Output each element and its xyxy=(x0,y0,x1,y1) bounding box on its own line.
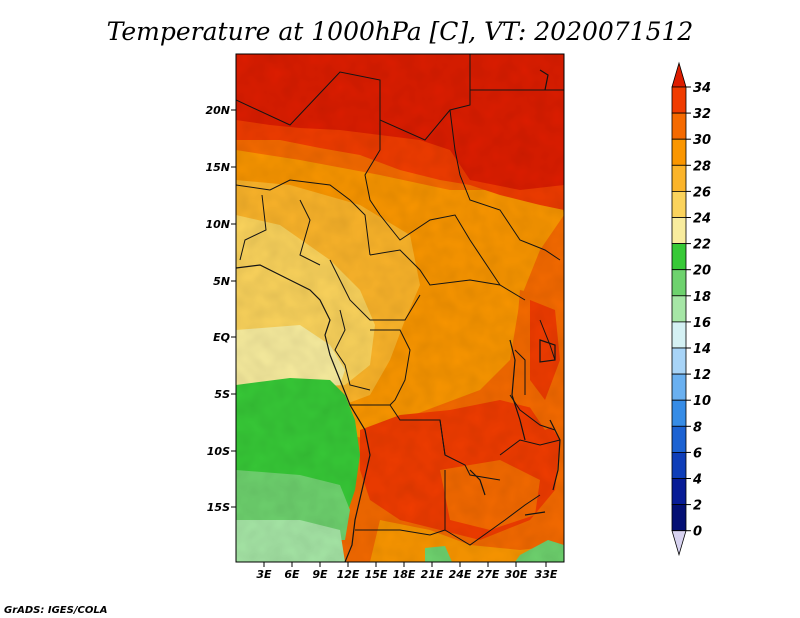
lon-label: 6E xyxy=(284,568,300,581)
latitude-axis: 20N 15N 10N 5N EQ 5S 10S 15S xyxy=(205,104,236,514)
colorbar-swatch xyxy=(671,347,687,375)
longitude-axis: 3E 6E 9E 12E 15E 18E 21E 24E 27E 30E 33E xyxy=(256,562,558,581)
temperature-field xyxy=(236,54,564,562)
colorbar-label: 2 xyxy=(693,499,702,514)
lon-label: 15E xyxy=(365,568,388,581)
lat-label: 20N xyxy=(205,104,230,117)
lon-label: 12E xyxy=(337,568,360,581)
colorbar-swatch xyxy=(671,399,687,427)
colorbar-label: 22 xyxy=(693,238,711,253)
lat-label: 5N xyxy=(213,275,230,288)
lon-label: 9E xyxy=(312,568,328,581)
colorbar-label: 24 xyxy=(693,212,711,227)
colorbar-label: 32 xyxy=(693,107,711,122)
lon-label: 18E xyxy=(393,568,416,581)
colorbar-label: 16 xyxy=(693,316,711,331)
lon-label: 3E xyxy=(256,568,272,581)
lat-label: 15N xyxy=(205,161,230,174)
colorbar-label: 4 xyxy=(692,473,702,488)
colorbar-label: 0 xyxy=(693,525,702,540)
colorbar-swatch xyxy=(671,269,687,297)
lat-label: 5S xyxy=(214,388,230,401)
colorbar-swatch xyxy=(671,478,687,506)
colorbar-swatch xyxy=(671,190,687,218)
colorbar-label: 12 xyxy=(693,368,711,383)
lon-label: 33E xyxy=(535,568,558,581)
lat-label: 15S xyxy=(207,501,230,514)
colorbar-swatch xyxy=(671,217,687,245)
colorbar-swatch xyxy=(671,86,687,114)
colorbar-label: 26 xyxy=(693,185,711,200)
field-texture xyxy=(236,54,564,562)
colorbar-swatch xyxy=(671,295,687,323)
colorbar-label: 8 xyxy=(693,420,702,435)
colorbar-swatch xyxy=(671,164,687,192)
colorbar-swatch-bottom xyxy=(671,530,687,557)
lat-label: 10N xyxy=(205,218,230,231)
colorbar-label: 18 xyxy=(693,290,711,305)
colorbar-swatch xyxy=(671,504,687,532)
colorbar-swatch xyxy=(671,138,687,166)
lon-label: 21E xyxy=(421,568,444,581)
colorbar-label: 30 xyxy=(693,133,711,148)
map-frame xyxy=(235,53,565,563)
colorbar-label: 28 xyxy=(693,159,711,174)
colorbar-label: 34 xyxy=(693,81,711,96)
colorbar-swatch xyxy=(671,112,687,140)
colorbar-label: 6 xyxy=(693,446,702,461)
colorbar-label: 14 xyxy=(693,342,711,357)
colorbar-swatch xyxy=(671,373,687,401)
colorbar-swatch-top xyxy=(671,61,687,88)
lon-label: 24E xyxy=(449,568,472,581)
coastline xyxy=(236,69,561,562)
colorbar-swatch xyxy=(671,451,687,479)
colorbar-swatch xyxy=(671,425,687,453)
lon-label: 30E xyxy=(505,568,528,581)
colorbar-label: 10 xyxy=(693,394,711,409)
lon-label: 27E xyxy=(477,568,500,581)
lat-label: EQ xyxy=(213,331,230,344)
colorbar-label: 20 xyxy=(693,264,711,279)
colorbar-swatch xyxy=(671,321,687,349)
map-title: Temperature at 1000hPa [C], VT: 20200715… xyxy=(107,17,694,46)
colorbar-swatch xyxy=(671,243,687,271)
lat-label: 10S xyxy=(207,445,230,458)
credit-text: GrADS: IGES/COLA xyxy=(4,605,107,616)
